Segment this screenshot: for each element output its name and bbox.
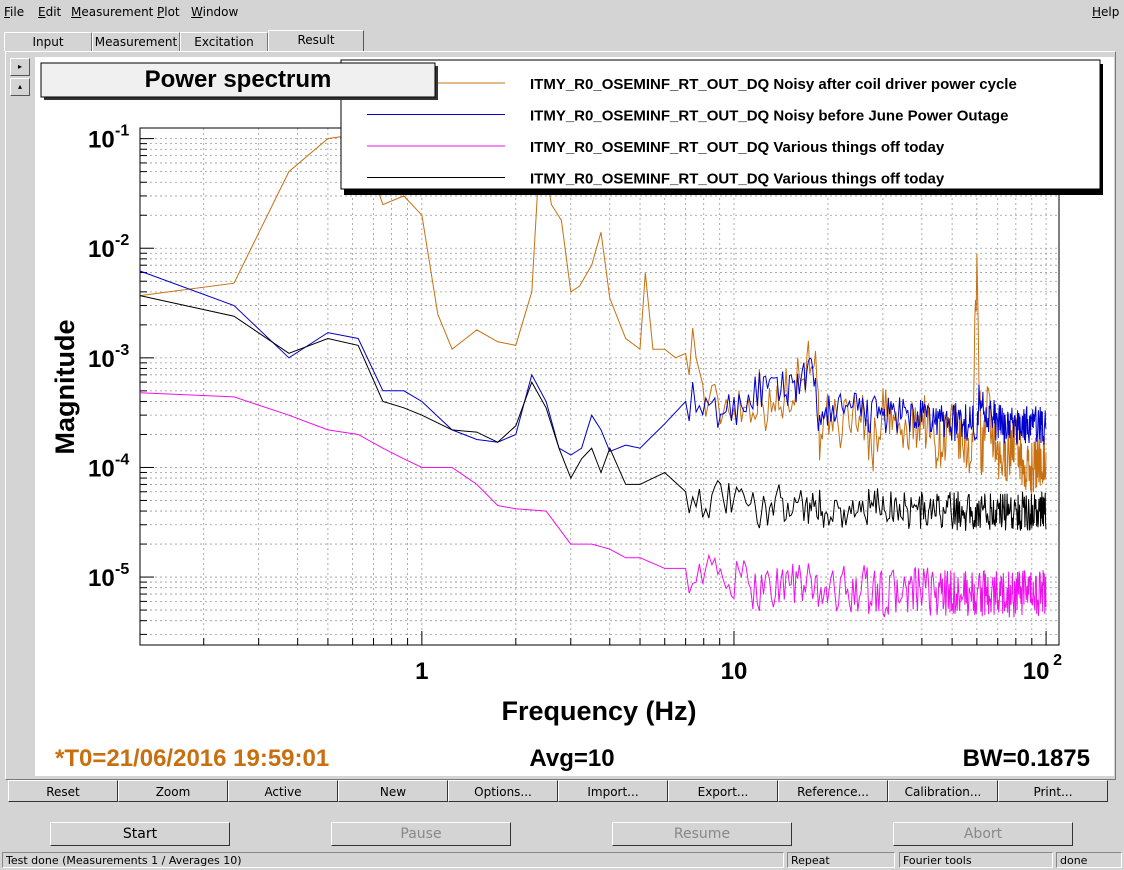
legend-box — [340, 59, 1101, 190]
t0-annotation: *T0=21/06/2016 19:59:01 — [55, 745, 329, 772]
status-message: Test done (Measurements 1 / Averages 10) — [2, 852, 784, 868]
reset-button[interactable]: Reset — [8, 780, 118, 802]
start-button[interactable]: Start — [50, 822, 230, 846]
x-tick-labels: 1 10 10 2 — [415, 652, 1062, 685]
series-line-3 — [139, 392, 1047, 618]
status-mode: Repeat — [787, 852, 895, 868]
y-tick-exponent: -5 — [115, 561, 129, 578]
y-tick-exponent: -2 — [115, 232, 129, 249]
options-button[interactable]: Options... — [448, 780, 558, 802]
tab-measurement[interactable]: Measurement — [92, 32, 180, 51]
status-bar: Test done (Measurements 1 / Averages 10)… — [0, 851, 1124, 870]
expand-right-icon[interactable]: ▸ — [10, 58, 30, 76]
title-frame — [40, 62, 436, 98]
menu-file[interactable]: File — [4, 5, 25, 19]
title-box: Power spectrum — [40, 62, 438, 100]
y-tick-label: 10 — [88, 565, 115, 592]
x-tick-label: 1 — [415, 658, 428, 685]
y-tick-labels: 10-110-210-310-410-5 — [88, 123, 129, 592]
y-tick-exponent: -4 — [115, 451, 129, 468]
status-tool: Fourier tools — [899, 852, 1053, 868]
abort-button[interactable]: Abort — [893, 822, 1073, 846]
y-axis-label: Magnitude — [50, 320, 80, 455]
menu-bar: File Edit Measurement Plot Window Help — [0, 0, 1124, 26]
series-line-2 — [139, 270, 1047, 456]
grid-lines — [140, 128, 1059, 645]
axis-ticks — [140, 138, 1047, 645]
menu-edit[interactable]: Edit — [38, 5, 62, 19]
chart-title: Power spectrum — [145, 66, 332, 93]
menu-plot[interactable]: Plot — [157, 5, 180, 19]
y-tick-label: 10 — [88, 346, 115, 373]
collapse-up-icon[interactable]: ▴ — [10, 78, 30, 96]
x-tick-label: 10 — [1023, 658, 1050, 685]
plot-canvas: 1 10 10 2 10 -1 10 -2 10 -3 10 -4 10 -5 Frequency (Hz)… — [35, 57, 1114, 776]
legend-label: ITMY_R0_OSEMINF_RT_OUT_DQ Various things… — [530, 171, 945, 188]
bw-annotation: BW=0.1875 — [963, 745, 1090, 772]
plot-button-row: Reset Zoom Active New Options... Import.… — [8, 780, 1108, 806]
legend-label: ITMY_R0_OSEMINF_RT_OUT_DQ Noisy before J… — [530, 108, 1008, 125]
tab-result[interactable]: Result — [268, 30, 364, 52]
resume-button[interactable]: Resume — [612, 822, 792, 846]
menu-measurement[interactable]: Measurement — [71, 5, 154, 19]
x-tick-exponent: 2 — [1053, 652, 1062, 669]
new-button[interactable]: New — [338, 780, 448, 802]
zoom-button[interactable]: Zoom — [118, 780, 228, 802]
status-state: done — [1056, 852, 1122, 868]
menu-help[interactable]: Help — [1092, 5, 1120, 19]
series-group — [139, 133, 1047, 618]
pause-button[interactable]: Pause — [331, 822, 511, 846]
y-tick-exponent: -3 — [115, 342, 129, 359]
import-button[interactable]: Import... — [558, 780, 668, 802]
print-button[interactable]: Print... — [998, 780, 1108, 802]
result-panel — [5, 51, 1116, 780]
reference-button[interactable]: Reference... — [778, 780, 888, 802]
menu-window[interactable]: Window — [191, 5, 239, 19]
legend-label: ITMY_R0_OSEMINF_RT_OUT_DQ Noisy after co… — [530, 76, 1017, 93]
calibration-button[interactable]: Calibration... — [888, 780, 998, 802]
tab-input[interactable]: Input — [4, 32, 92, 51]
tab-excitation[interactable]: Excitation — [180, 32, 268, 51]
x-tick-label: 10 — [721, 658, 748, 685]
export-button[interactable]: Export... — [668, 780, 778, 802]
avg-annotation: Avg=10 — [529, 745, 614, 772]
y-tick-label: 10 — [88, 236, 115, 263]
plot-frame — [139, 127, 1060, 646]
y-tick-label: 10 — [88, 127, 115, 154]
legend-label: ITMY_R0_OSEMINF_RT_OUT_DQ Various things… — [530, 139, 945, 156]
legend: ITMY_R0_OSEMINF_RT_OUT_DQ Noisy after co… — [340, 59, 1103, 195]
x-axis-label: Frequency (Hz) — [501, 696, 696, 726]
y-tick-exponent: -1 — [115, 123, 129, 140]
series-line-4 — [139, 295, 1047, 531]
active-button[interactable]: Active — [228, 780, 338, 802]
y-tick-label: 10 — [88, 455, 115, 482]
